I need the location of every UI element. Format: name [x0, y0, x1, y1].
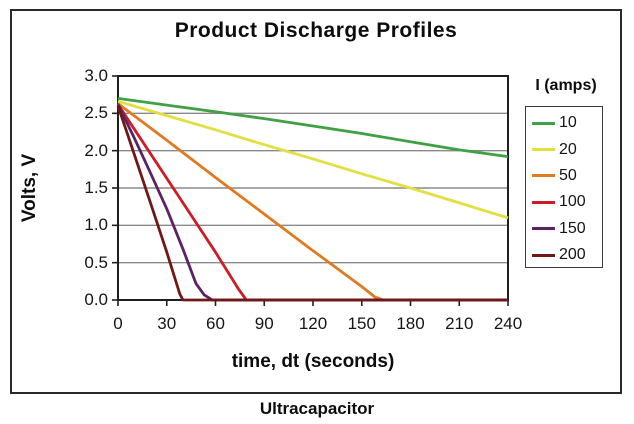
x-tick-label: 150 — [347, 314, 376, 333]
series-line-100 — [116, 103, 508, 302]
y-tick-label: 1.0 — [84, 215, 108, 235]
legend-label: 50 — [559, 166, 577, 184]
legend-label: 150 — [559, 219, 586, 237]
legend-swatch-icon — [532, 121, 555, 125]
legend-title: I (amps) — [535, 77, 597, 94]
y-tick-label: 2.0 — [84, 140, 108, 160]
x-tick-label: 30 — [157, 314, 177, 333]
legend-label: 100 — [559, 193, 586, 211]
x-tick-label: 60 — [206, 314, 225, 333]
legend-item-50: 50 — [526, 163, 602, 189]
legend-label: 20 — [559, 140, 577, 158]
plot-area — [112, 75, 509, 306]
y-tick-label: 3.0 — [84, 66, 108, 85]
legend-item-20: 20 — [526, 136, 602, 162]
y-axis-title: Volts, V — [19, 153, 40, 223]
legend-box: 10 20 50 100 150 200 — [525, 106, 603, 268]
legend-item-100: 100 — [526, 189, 602, 215]
y-tick-label: 0.5 — [84, 252, 108, 272]
chart-title: Product Discharge Profiles — [174, 19, 458, 42]
y-tick-label: 1.5 — [84, 178, 108, 197]
x-tick-label: 90 — [254, 314, 274, 333]
series-line-50 — [117, 102, 508, 302]
series-line-20 — [117, 100, 509, 220]
x-tick-label: 120 — [298, 314, 328, 333]
series-line-150 — [116, 103, 508, 302]
x-tick-label: 240 — [493, 314, 523, 333]
series-line-200 — [116, 105, 508, 302]
legend-item-150: 150 — [526, 216, 602, 242]
legend-swatch-icon — [532, 253, 555, 257]
legend-item-10: 10 — [526, 110, 602, 136]
legend-label: 200 — [559, 246, 586, 264]
x-axis-title: time, dt (seconds) — [231, 351, 395, 372]
legend-swatch-icon — [532, 148, 555, 152]
legend-swatch-icon — [532, 200, 555, 204]
legend-swatch-icon — [532, 227, 555, 231]
y-tick-label: 2.5 — [84, 103, 108, 123]
legend-item-200: 200 — [526, 242, 602, 268]
series-line-10 — [117, 97, 509, 158]
y-tick-label: 0.0 — [84, 290, 108, 309]
x-tick-label: 0 — [113, 314, 123, 333]
legend-label: 10 — [559, 114, 577, 132]
x-tick-label: 210 — [445, 314, 474, 333]
figure-caption: Ultracapacitor — [259, 399, 375, 418]
chart-frame — [10, 9, 622, 394]
legend-swatch-icon — [532, 174, 555, 178]
x-tick-label: 180 — [396, 314, 425, 333]
